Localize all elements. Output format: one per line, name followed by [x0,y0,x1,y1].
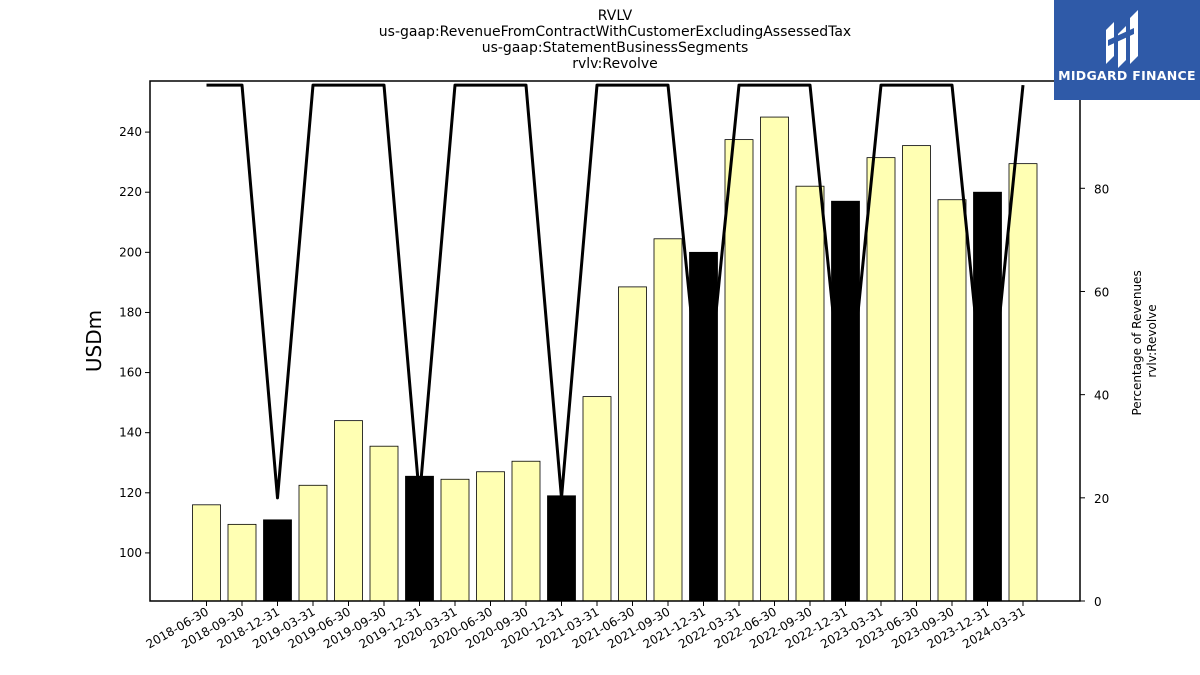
y2-tick-label-60: 60 [1094,285,1109,299]
y2-tick-label-0: 0 [1094,595,1102,609]
title-line-3: us-gaap:StatementBusinessSegments [482,40,749,56]
logo-mark-icon [1106,10,1138,68]
bar-2019-06-30 [334,420,363,602]
title-line-2: us-gaap:RevenueFromContractWithCustomerE… [379,24,851,40]
midgard-finance-logo: MIDGARD FINANCE [1054,0,1200,100]
bar-2021-03-31 [582,396,612,602]
bar-2023-03-31 [866,157,896,602]
logo-text: MIDGARD FINANCE [1058,68,1196,83]
bar-2023-09-30 [937,199,967,602]
y2-axis-ticks: 020406080100 [1080,79,1117,609]
bar-2019-09-30 [369,445,399,602]
title-line-4: rvlv:Revolve [572,56,658,72]
bar-2022-09-30 [795,185,825,602]
bar-2020-09-30 [511,460,541,602]
bar-2022-12-31 [831,200,860,602]
plot-frame [149,80,1081,602]
chart-title: RVLVus-gaap:RevenueFromContractWithCusto… [379,8,851,72]
y-axis-label: USDm [82,310,106,372]
y-tick-label-140: 140 [119,426,142,440]
bar-2024-03-31 [1008,163,1038,602]
bar-2023-12-31 [973,191,1002,602]
x-axis-ticks: 2018-06-302018-09-302018-12-312019-03-31… [144,601,1028,651]
bar-2018-06-30 [192,504,221,602]
y-tick-label-160: 160 [119,366,142,380]
y-tick-label-100: 100 [119,546,142,560]
bar-2022-03-31 [724,139,754,602]
y-tick-label-240: 240 [119,125,142,139]
axes [149,80,1081,602]
bar-2020-12-31 [547,495,576,602]
title-line-1: RVLV [598,8,633,24]
y-tick-label-220: 220 [119,185,142,199]
y-tick-label-200: 200 [119,245,142,259]
percentage-line-path [206,83,1025,500]
bar-2022-06-30 [760,116,789,602]
bar-2018-09-30 [227,523,257,602]
y2-tick-label-80: 80 [1094,182,1109,196]
bar-2018-12-31 [263,519,292,602]
y2-tick-label-40: 40 [1094,389,1109,403]
bar-2020-06-30 [476,471,505,602]
bar-2021-09-30 [653,238,683,602]
bar-2020-03-31 [440,478,470,602]
y2-tick-label-20: 20 [1094,492,1109,506]
bars [192,116,1038,602]
percentage-line [206,83,1025,500]
y2-axis-label-line-1: Percentage of Revenues [1130,270,1144,415]
y2-axis-label: Percentage of Revenues rvlv:Revolve [1130,266,1159,415]
bar-2021-06-30 [618,286,647,602]
bar-2019-03-31 [298,484,328,602]
y-tick-label-120: 120 [119,486,142,500]
bar-2023-06-30 [902,145,931,602]
y-tick-label-180: 180 [119,305,142,319]
y-axis-ticks: 100 120 140 160 180 200 220 240 [119,125,150,560]
y2-axis-label-line-2: rvlv:Revolve [1145,304,1159,377]
